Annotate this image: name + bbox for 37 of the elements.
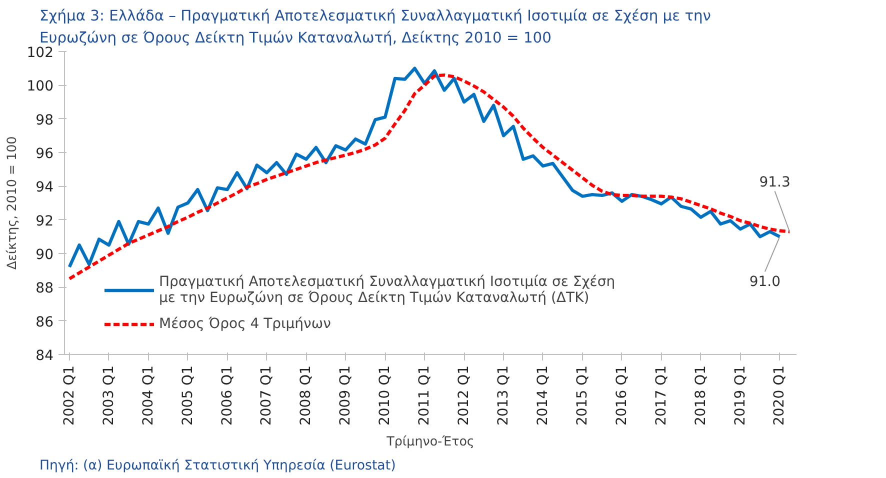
x-tick-label: 2018 Q1 (692, 365, 709, 426)
x-tick-label: 2011 Q1 (416, 365, 433, 426)
x-tick-label: 2020 Q1 (772, 365, 788, 426)
chart-title: Σχήμα 3: Ελλάδα – Πραγματική Αποτελεσματική Συναλλαγματική Ισοτιμία σε Σχέση με την Ευρωζώνη σε Όρους Δείκτη Τιμών Καταναλωτή, Δείκτης 2010 = 100 (40, 7, 711, 46)
y-tick-label: 94 (36, 180, 54, 196)
x-tick-label: 2012 Q1 (456, 365, 472, 426)
x-tick-label: 2010 Q1 (377, 365, 394, 426)
x-tick-label: 2002 Q1 (61, 365, 78, 426)
x-tick-label: 2009 Q1 (338, 365, 354, 426)
data-label: 91.0 (749, 274, 781, 290)
x-tick-label: 2019 Q1 (732, 365, 748, 426)
x-tick-label: 2008 Q1 (298, 365, 314, 426)
x-tick-label: 2014 Q1 (534, 365, 551, 426)
data-label: 91.3 (759, 174, 790, 191)
y-axis-title: Δείκτης, 2010 = 100 (4, 136, 19, 270)
y-tick-label: 100 (26, 78, 54, 95)
legend-label: Πραγματική Αποτελεσματική Συναλλαγματική Ισοτιμία σε Σχέση με την Ευρωζώνη σε Όρους Δείκτη Τιμών Καταναλωτή (ΔΤΚ) (159, 274, 616, 306)
y-tick-label: 84 (36, 348, 54, 364)
x-tick-label: 2007 Q1 (258, 365, 275, 426)
x-tick-label: 2003 Q1 (100, 365, 117, 426)
text: Πηγή: (α) Ευρωπαϊκή Στατιστική Υπηρεσία (Eurostat) (40, 458, 396, 474)
x-tick-label: 2015 Q1 (574, 365, 590, 426)
y-tick-label: 102 (26, 45, 54, 61)
x-axis-title: Τρίμηνο-Έτος (386, 434, 474, 449)
legend-label: Μέσος Όρος 4 Τριμήνων (159, 316, 331, 332)
y-tick-label: 96 (36, 146, 54, 162)
x-tick-label: 2013 Q1 (496, 365, 512, 426)
x-tick-label: 2005 Q1 (180, 365, 196, 426)
x-tick-label: 2016 Q1 (614, 365, 630, 426)
x-tick-label: 2017 Q1 (653, 365, 670, 426)
y-tick-label: 88 (36, 280, 54, 297)
y-tick-label: 90 (36, 247, 54, 263)
y-tick-label: 98 (36, 112, 54, 128)
x-tick-label: 2006 Q1 (219, 365, 236, 426)
y-tick-label: 86 (36, 314, 54, 330)
x-tick-label: 2004 Q1 (140, 365, 156, 426)
y-tick-label: 92 (36, 213, 54, 230)
